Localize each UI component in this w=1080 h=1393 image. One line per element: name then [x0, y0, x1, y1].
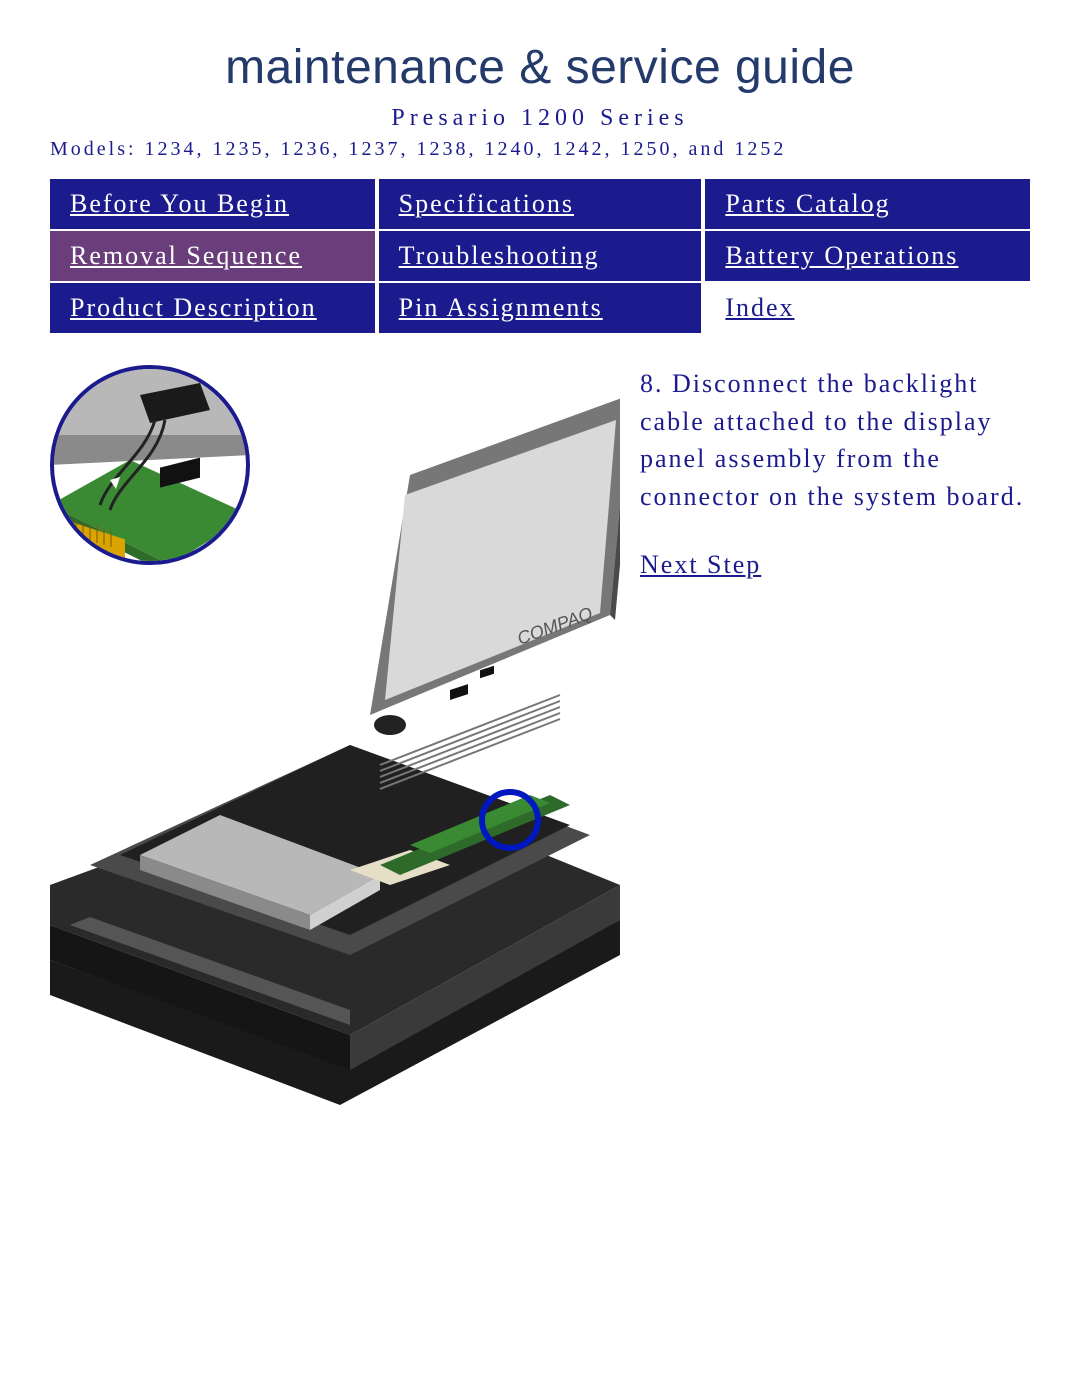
nav-product-description[interactable]: Product Description — [50, 282, 377, 334]
next-step-link[interactable]: Next Step — [640, 550, 761, 579]
nav-specifications[interactable]: Specifications — [377, 179, 704, 230]
nav-parts-catalog[interactable]: Parts Catalog — [703, 179, 1030, 230]
nav-troubleshooting[interactable]: Troubleshooting — [377, 230, 704, 282]
illustration: COMPAQ — [50, 365, 620, 1115]
nav-removal-sequence[interactable]: Removal Sequence — [50, 230, 377, 282]
models-label: Models: 1234, 1235, 1236, 1237, 1238, 12… — [50, 138, 1030, 161]
nav-pin-assignments[interactable]: Pin Assignments — [377, 282, 704, 334]
detail-inset — [50, 365, 250, 565]
nav-table: Before You Begin Specifications Parts Ca… — [50, 179, 1030, 335]
page-title: maintenance & service guide — [50, 40, 1030, 95]
series-label: Presario 1200 Series — [50, 105, 1030, 132]
nav-battery-operations[interactable]: Battery Operations — [703, 230, 1030, 282]
nav-index[interactable]: Index — [703, 282, 1030, 334]
step-text: 8. Disconnect the backlight cable attach… — [640, 365, 1030, 516]
nav-before-you-begin[interactable]: Before You Begin — [50, 179, 377, 230]
